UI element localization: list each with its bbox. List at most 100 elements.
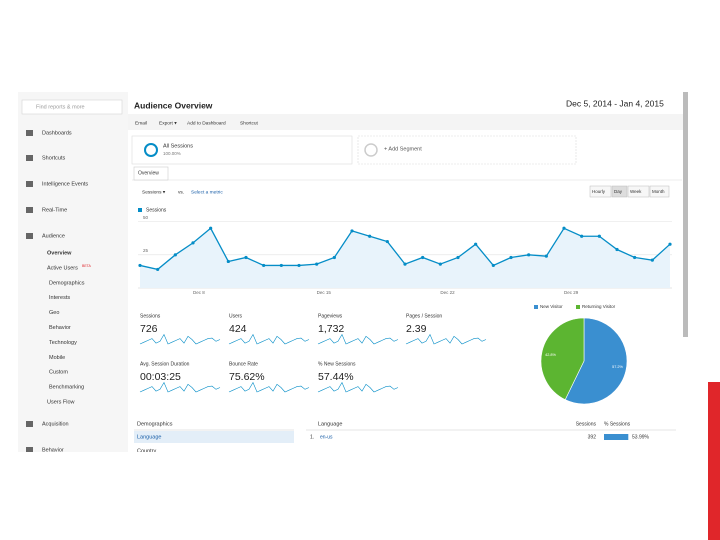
nav-item[interactable]: Behavior (42, 447, 64, 452)
nav-item[interactable]: Real-Time (42, 207, 67, 213)
nav-item[interactable]: Dashboards (42, 130, 72, 136)
point (315, 262, 319, 266)
point (597, 234, 601, 238)
screenshot: Find reports & more Dashboards Shortcuts In… (18, 92, 688, 452)
toolbar-button[interactable]: Email (135, 120, 147, 126)
point (191, 241, 195, 245)
legend-swatch (534, 305, 538, 309)
row-language[interactable]: en-us (320, 434, 333, 440)
metric-value: 2.39 (406, 323, 427, 335)
percent-bar (604, 434, 629, 440)
nav-subitem[interactable]: Custom (49, 370, 68, 376)
point (562, 226, 566, 230)
nav-subitem[interactable]: Technology (49, 340, 77, 346)
add-segment-box[interactable] (357, 135, 577, 165)
table-header: % Sessions (604, 421, 631, 427)
sparkline (228, 381, 310, 393)
point (509, 255, 513, 260)
table-header: Demographics (137, 421, 173, 427)
search-placeholder[interactable]: Find reports & more (36, 104, 85, 110)
period-label[interactable]: Month (652, 189, 665, 194)
date-range[interactable]: Dec 5, 2014 - Jan 4, 2015 (566, 98, 664, 108)
vs-label: vs. (178, 190, 184, 195)
point (668, 242, 672, 246)
accent-bar (708, 382, 720, 540)
period-label[interactable]: Day (614, 189, 623, 194)
search-box[interactable] (21, 99, 123, 115)
point (156, 267, 160, 272)
nav-subitem[interactable]: Users Flow (47, 399, 75, 405)
table-header: Language (318, 421, 342, 427)
point (403, 262, 407, 266)
sparkline (139, 381, 221, 393)
table-row[interactable]: Language (137, 434, 161, 440)
metric-link[interactable]: Select a metric (191, 189, 223, 195)
nav-subitem[interactable]: Active Users (47, 265, 78, 271)
nav-subitem[interactable]: Demographics (49, 280, 85, 286)
selected-row (134, 431, 294, 443)
legend-label: New Visitor (540, 304, 563, 309)
metric-select[interactable]: Sessions ▾ (142, 189, 166, 195)
row-index: 1. (310, 434, 314, 440)
point (633, 255, 637, 260)
metric-value: 75.62% (229, 371, 265, 383)
segment-box[interactable] (131, 135, 353, 165)
nav-subitem[interactable]: Geo (49, 310, 59, 316)
period-button[interactable] (649, 185, 670, 198)
x-tick-label: Dec 29 (564, 290, 579, 295)
point (385, 239, 389, 244)
pie-slice (564, 317, 628, 405)
pie-label: 42.8% (545, 353, 556, 357)
sparkline (405, 333, 487, 345)
tab[interactable] (133, 166, 169, 181)
add-segment[interactable]: + Add Segment (384, 146, 422, 152)
x-tick-label: Dec 22 (440, 290, 455, 295)
period-button[interactable] (589, 185, 612, 198)
pie-slice (540, 317, 585, 401)
nav-item[interactable]: Shortcuts (42, 155, 65, 161)
period-label[interactable]: Hourly (592, 189, 606, 194)
nav-subitem[interactable]: Benchmarking (49, 385, 84, 391)
sparkline (139, 333, 221, 345)
metric-label: Bounce Rate (229, 361, 258, 367)
y-tick-label: 50 (143, 215, 149, 220)
table-header: Sessions (576, 421, 597, 427)
toolbar-button[interactable]: Shortcut (240, 120, 259, 126)
nav-subitem[interactable]: Mobile (49, 355, 65, 361)
toolbar-button[interactable]: Export ▾ (159, 120, 177, 126)
nav-icon (26, 181, 33, 187)
table-row[interactable]: Country (137, 448, 157, 452)
point (580, 234, 584, 238)
point (297, 263, 301, 268)
nav-subitem[interactable]: Behavior (49, 325, 71, 331)
period-button[interactable] (627, 185, 650, 198)
point (615, 247, 619, 252)
sparkline (317, 333, 399, 345)
scrollbar[interactable] (683, 92, 688, 337)
point (209, 226, 213, 230)
analytics-ui: Find reports & more Dashboards Shortcuts In… (18, 92, 688, 452)
point (650, 258, 654, 262)
nav-item[interactable]: Acquisition (42, 421, 69, 427)
nav-icon (26, 447, 33, 452)
tab-label[interactable]: Overview (138, 170, 159, 176)
pie-label: 57.2% (612, 365, 623, 369)
segment-name: All Sessions (163, 143, 193, 149)
nav-subitem[interactable]: Interests (49, 295, 70, 301)
segment-percent: 100.00% (163, 151, 181, 156)
metric-label: % New Sessions (318, 361, 356, 367)
period-button[interactable] (611, 185, 628, 198)
point (262, 263, 266, 268)
y-tick-label: 25 (143, 248, 149, 253)
point (438, 262, 442, 266)
toolbar-button[interactable]: Add to Dashboard (187, 120, 226, 126)
point (368, 234, 372, 238)
metric-value: 1,732 (318, 323, 344, 335)
nav-item[interactable]: Intelligence Events (42, 181, 88, 187)
point (544, 254, 548, 258)
point (456, 255, 460, 260)
nav-subitem[interactable]: Overview (47, 250, 72, 256)
metric-label: Users (229, 313, 243, 319)
nav-item[interactable]: Audience (42, 233, 65, 239)
period-label[interactable]: Week (630, 189, 642, 194)
